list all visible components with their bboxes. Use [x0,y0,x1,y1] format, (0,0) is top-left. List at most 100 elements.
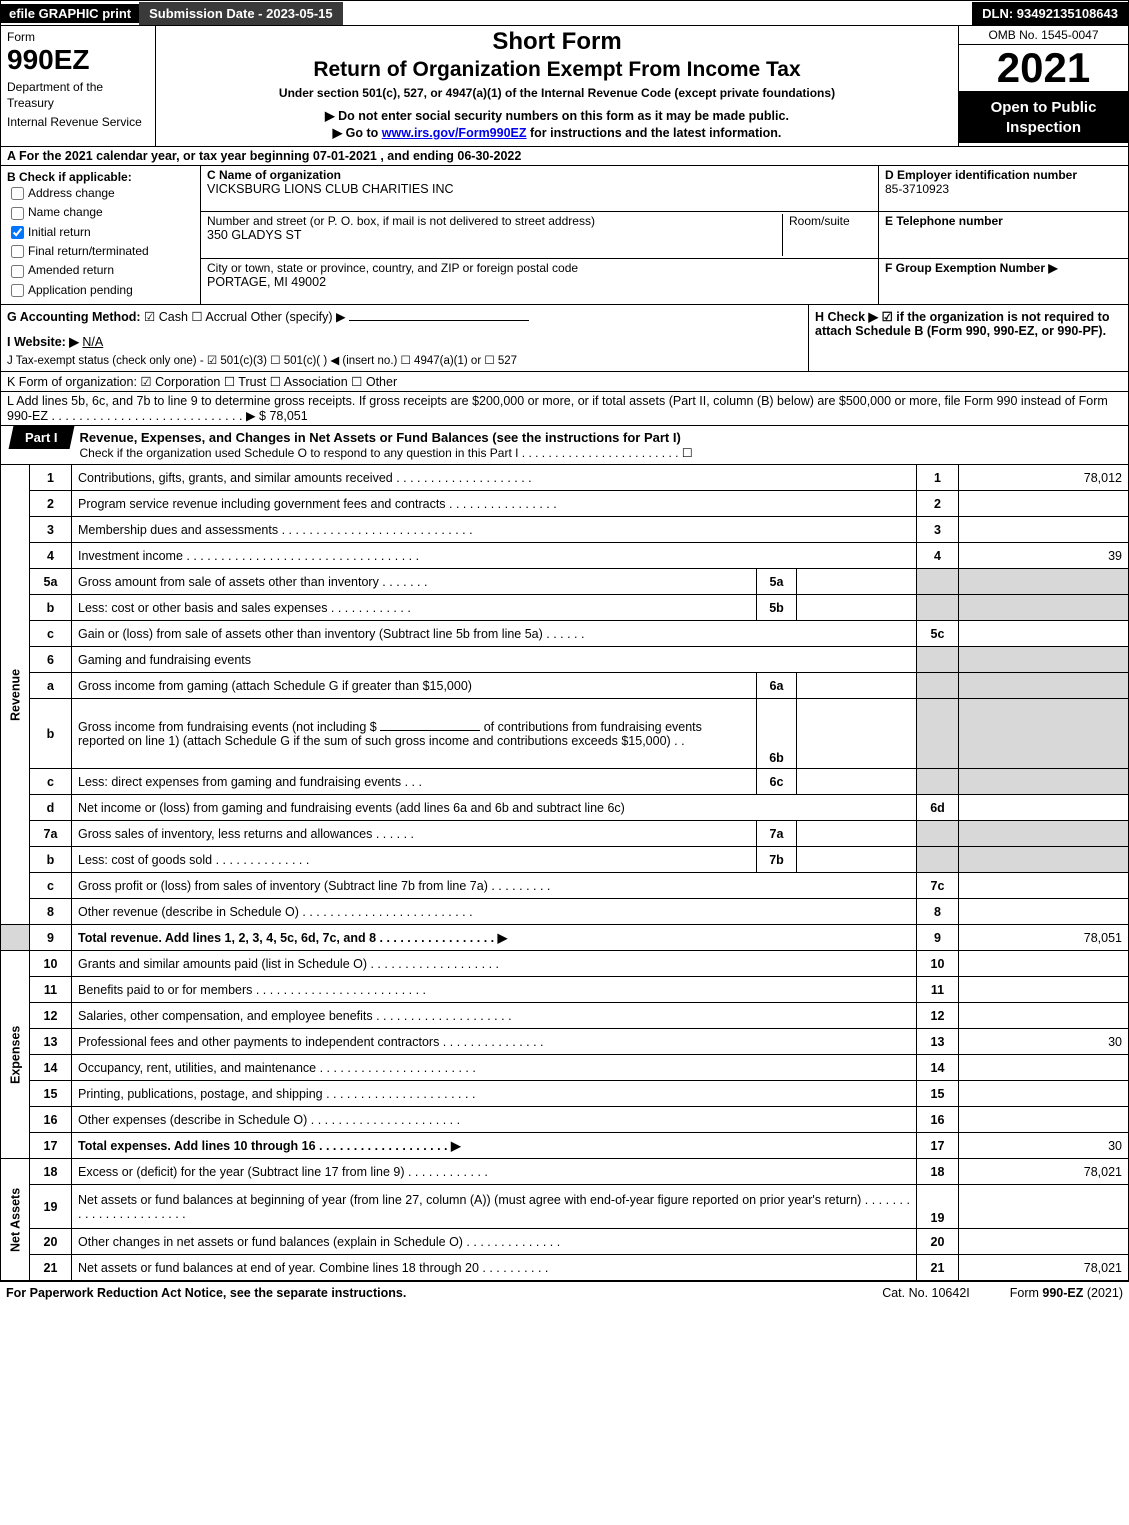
line-6a-desc: Gross income from gaming (attach Schedul… [72,673,757,699]
line-3-desc: Membership dues and assessments . . . . … [72,517,917,543]
line-6c-sub: 6c [757,769,797,795]
chk-application-pending[interactable]: Application pending [7,281,194,300]
accounting-method-row: G Accounting Method: ☑ Cash ☐ Accrual Ot… [7,309,802,324]
line-17: 17 Total expenses. Add lines 10 through … [1,1133,1129,1159]
short-form-title: Short Form [492,28,621,56]
line-6a-subval [797,673,917,699]
line-7a-num: 7a [30,821,72,847]
line-10: Expenses 10 Grants and similar amounts p… [1,951,1129,977]
go-to-post: for instructions and the latest informat… [527,126,782,140]
line-14-num: 14 [30,1055,72,1081]
chk-application-pending-label: Application pending [28,283,133,297]
line-5b: b Less: cost or other basis and sales ex… [1,595,1129,621]
city-label: City or town, state or province, country… [207,261,578,275]
chk-address-change-label: Address change [28,186,115,200]
line-6c: c Less: direct expenses from gaming and … [1,769,1129,795]
form-header: Form 990EZ Department of the Treasury In… [0,26,1129,146]
chk-address-change-input[interactable] [11,187,24,200]
part-1-title-text: Revenue, Expenses, and Changes in Net As… [80,430,681,445]
section-h: H Check ▶ ☑ if the organization is not r… [808,305,1128,371]
chk-cash[interactable]: ☑ Cash [144,310,188,324]
chk-initial-return-input[interactable] [11,226,24,239]
line-6c-void [917,769,959,795]
line-7a-desc: Gross sales of inventory, less returns a… [72,821,757,847]
line-18-val: 78,021 [959,1159,1129,1185]
section-g-h: G Accounting Method: ☑ Cash ☐ Accrual Ot… [0,305,1129,372]
ein-label: D Employer identification number [885,168,1122,182]
line-10-desc: Grants and similar amounts paid (list in… [72,951,917,977]
other-specify: Other (specify) ▶ [251,310,530,324]
form-ref-post: (2021) [1083,1286,1123,1300]
ein-value: 85-3710923 [885,182,1122,196]
line-6-void [917,647,959,673]
line-7b: b Less: cost of goods sold . . . . . . .… [1,847,1129,873]
return-title: Return of Organization Exempt From Incom… [313,58,800,82]
line-7a-sub: 7a [757,821,797,847]
go-to-pre: ▶ Go to [333,126,382,140]
chk-final-return-input[interactable] [11,245,24,258]
section-c: C Name of organization VICKSBURG LIONS C… [201,166,878,304]
line-16-val [959,1107,1129,1133]
street-value: 350 GLADYS ST [207,228,782,242]
form-label: Form [7,30,149,44]
line-19-num: 19 [30,1185,72,1229]
line-10-val [959,951,1129,977]
section-b-c-d: B Check if applicable: Address change Na… [0,166,1129,305]
line-20-ref: 20 [917,1229,959,1255]
line-2-desc: Program service revenue including govern… [72,491,917,517]
line-14-ref: 14 [917,1055,959,1081]
line-4-num: 4 [30,543,72,569]
line-15-val [959,1081,1129,1107]
chk-initial-return[interactable]: Initial return [7,223,194,242]
irs-link[interactable]: www.irs.gov/Form990EZ [382,126,527,140]
line-13-val: 30 [959,1029,1129,1055]
line-5a: 5a Gross amount from sale of assets othe… [1,569,1129,595]
efile-text: efile GRAPHIC [9,6,99,21]
org-name-label: C Name of organization [207,168,454,182]
street-label: Number and street (or P. O. box, if mail… [207,214,782,228]
line-5b-subval [797,595,917,621]
chk-name-change[interactable]: Name change [7,203,194,222]
line-6b-blank [380,730,480,731]
efile-graphic-label: efile GRAPHIC print [1,4,139,23]
line-7b-desc: Less: cost of goods sold . . . . . . . .… [72,847,757,873]
chk-final-return[interactable]: Final return/terminated [7,242,194,261]
part-1-note: Check if the organization used Schedule … [80,446,693,460]
line-6d-desc: Net income or (loss) from gaming and fun… [72,795,917,821]
form-id-block: Form 990EZ Department of the Treasury In… [1,26,156,146]
chk-application-pending-input[interactable] [11,284,24,297]
chk-amended-return-input[interactable] [11,265,24,278]
line-21-ref: 21 [917,1255,959,1281]
room-suite-label: Room/suite [782,214,872,255]
form-ref-bold: 990-EZ [1042,1286,1083,1300]
part-1-tab: Part I [9,426,74,449]
city-value: PORTAGE, MI 49002 [207,275,578,289]
line-7a-subval [797,821,917,847]
line-5a-voidval [959,569,1129,595]
line-3-val [959,517,1129,543]
revenue-side-label: Revenue [1,465,30,925]
chk-name-change-input[interactable] [11,207,24,220]
chk-amended-return[interactable]: Amended return [7,261,194,280]
form-ref-pre: Form [1010,1286,1043,1300]
group-exemption-label: F Group Exemption Number ▶ [885,261,1122,275]
line-2-val [959,491,1129,517]
line-6a-voidval [959,673,1129,699]
line-9-val: 78,051 [959,925,1129,951]
org-name-value: VICKSBURG LIONS CLUB CHARITIES INC [207,182,454,196]
tax-exempt-status: J Tax-exempt status (check only one) - ☑… [7,353,802,367]
chk-final-return-label: Final return/terminated [28,244,149,258]
line-6d-val [959,795,1129,821]
ein-row: D Employer identification number 85-3710… [879,166,1128,212]
line-20: 20 Other changes in net assets or fund b… [1,1229,1129,1255]
net-assets-side-label: Net Assets [1,1159,30,1281]
line-7c-ref: 7c [917,873,959,899]
line-8: 8 Other revenue (describe in Schedule O)… [1,899,1129,925]
chk-accrual[interactable]: ☐ Accrual [191,310,247,324]
chk-address-change[interactable]: Address change [7,184,194,203]
omb-number: OMB No. 1545-0047 [959,26,1128,45]
line-19-desc: Net assets or fund balances at beginning… [72,1185,917,1229]
line-15: 15 Printing, publications, postage, and … [1,1081,1129,1107]
part-1-title: Revenue, Expenses, and Changes in Net As… [72,426,1128,464]
print-link[interactable]: print [102,6,131,21]
